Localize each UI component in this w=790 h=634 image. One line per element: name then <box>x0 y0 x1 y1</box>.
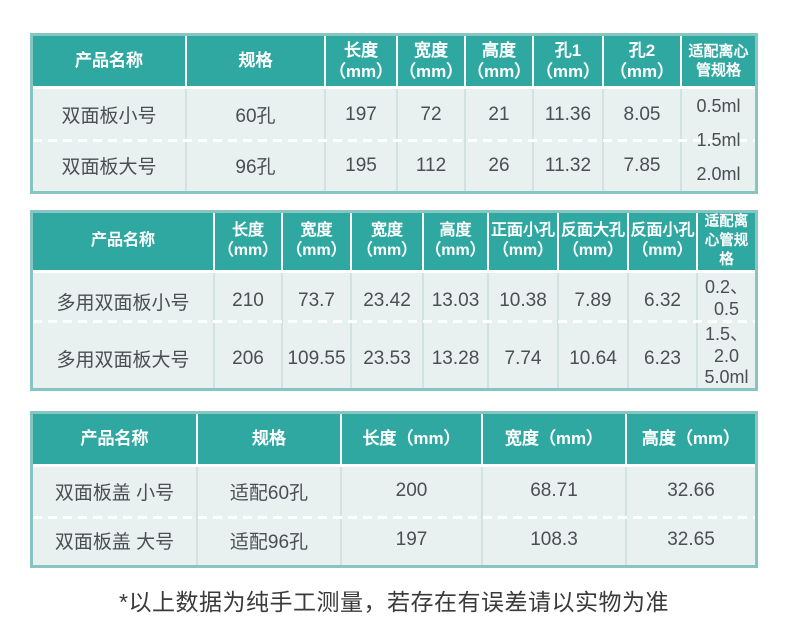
data-cell: 双面板盖 小号 <box>33 465 197 516</box>
data-cell: 双面板盖 大号 <box>33 515 197 565</box>
data-cell: 197 <box>324 87 397 140</box>
header-cell-height: 高度（mm） <box>422 213 488 273</box>
header-cell-height: 高度（mm） <box>464 36 533 89</box>
tube-size-cell: 0.2、0.5 1.5、2.0 5.0ml <box>696 271 755 388</box>
table: 产品名称 规格 长度（mm） 宽度（mm） 高度（mm） 双面板盖 小号 适配6… <box>33 413 755 565</box>
header-cell-spec: 规格 <box>196 413 341 467</box>
header-cell-product-name: 产品名称 <box>33 36 186 89</box>
row-divider-dashed <box>33 515 755 519</box>
data-cell: 13.28 <box>422 330 488 388</box>
measurement-disclaimer: *以上数据为纯手工测量，若存在有误差请以实物为准 <box>119 588 669 615</box>
header-cell-length: 长度（mm） <box>324 36 397 89</box>
data-cell: 112 <box>396 140 465 191</box>
header-row: 产品名称 长度 （mm） 宽度 （mm） 宽度 （mm） 高度 （mm） 正面小孔 （mm… <box>33 213 755 273</box>
data-cell: 双面板小号 <box>33 87 186 140</box>
table-row: 双面板小号 60孔 197 72 21 11.36 8.05 0.5ml 1.5… <box>33 87 755 191</box>
data-cell: 7.74 <box>487 330 558 388</box>
data-cell: 200 <box>340 465 482 516</box>
header-cell-product-name: 产品名称 <box>33 413 197 467</box>
header-row: 产品名称 规格 长度（mm） 宽度（mm） 高度（mm） <box>33 413 755 467</box>
header-row: 产品名称 规格 长度 （mm） 宽度 （mm） 高度 （mm） 孔1 （mm） 孔2 （m… <box>33 36 755 89</box>
tube-size-cell: 0.5ml 1.5ml 2.0ml <box>680 87 755 191</box>
data-cell: 多用双面板大号 <box>33 330 214 388</box>
data-cell: 197 <box>340 515 482 565</box>
table-row: 双面板大号 96孔 195 112 26 11.32 7.85 <box>33 140 755 191</box>
data-cell: 68.71 <box>481 465 626 516</box>
data-cell: 11.36 <box>532 87 603 140</box>
data-cell: 195 <box>324 140 397 191</box>
data-cell: 96孔 <box>185 140 325 191</box>
table-row: 多用双面板大号 206 109.55 23.53 13.28 7.74 10.6… <box>33 330 755 388</box>
header-cell-front-small-hole: 正面小孔 （mm） <box>487 213 558 273</box>
data-cell: 32.66 <box>625 465 755 516</box>
header-cell-tube-size: 适配离心管规格 <box>696 213 755 273</box>
row-divider-dashed <box>33 320 755 323</box>
header-cell-width: 宽度（mm） <box>396 36 465 89</box>
data-cell: 双面板大号 <box>33 140 186 191</box>
data-cell: 108.3 <box>481 515 626 565</box>
spec-table-double-sided-rack: 产品名称 规格 长度 （mm） 宽度 （mm） 高度 （mm） 孔1 （mm） 孔2 （m… <box>30 33 758 194</box>
data-cell: 11.32 <box>532 140 603 191</box>
data-cell: 适配96孔 <box>196 515 341 565</box>
spec-table-rack-lid: 产品名称 规格 长度（mm） 宽度（mm） 高度（mm） 双面板盖 小号 适配6… <box>30 410 758 568</box>
data-cell: 60孔 <box>185 87 325 140</box>
table-row: 双面板盖 小号 适配60孔 200 68.71 32.66 <box>33 465 755 516</box>
header-cell-width-2: 宽度 （mm） <box>350 213 423 273</box>
header-cell-back-large-hole: 反面大孔 （mm） <box>557 213 628 273</box>
header-cell-width: 宽度（mm） <box>281 213 351 273</box>
data-cell: 7.85 <box>602 140 681 191</box>
header-cell-width: 宽度（mm） <box>481 413 626 467</box>
header-cell-hole2: 孔2 （mm） <box>602 36 681 89</box>
data-cell: 32.65 <box>625 515 755 565</box>
data-cell: 适配60孔 <box>196 465 341 516</box>
data-cell: 72 <box>396 87 465 140</box>
spec-table-multi-use-rack: 产品名称 长度 （mm） 宽度 （mm） 宽度 （mm） 高度 （mm） 正面小孔 （mm… <box>30 210 758 391</box>
table-row: 双面板盖 大号 适配96孔 197 108.3 32.65 <box>33 515 755 565</box>
table: 产品名称 长度 （mm） 宽度 （mm） 宽度 （mm） 高度 （mm） 正面小孔 （mm… <box>33 213 755 388</box>
table-row: 多用双面板小号 210 73.7 23.42 13.03 10.38 7.89 … <box>33 271 755 388</box>
header-cell-product-name: 产品名称 <box>33 213 214 273</box>
data-cell: 21 <box>464 87 533 140</box>
header-cell-length: 长度（mm） <box>213 213 282 273</box>
data-cell: 206 <box>213 330 282 388</box>
header-cell-height: 高度（mm） <box>625 413 755 467</box>
row-divider-dashed <box>33 139 755 142</box>
header-cell-back-small-hole: 反面小孔 （mm） <box>627 213 697 273</box>
header-cell-length: 长度（mm） <box>340 413 482 467</box>
header-cell-spec: 规格 <box>185 36 325 89</box>
data-cell: 6.23 <box>627 330 697 388</box>
data-cell: 10.64 <box>557 330 628 388</box>
data-cell: 26 <box>464 140 533 191</box>
data-cell: 23.53 <box>350 330 423 388</box>
data-cell: 109.55 <box>281 330 351 388</box>
header-cell-tube-size: 适配离心管规格 <box>680 36 755 89</box>
table: 产品名称 规格 长度 （mm） 宽度 （mm） 高度 （mm） 孔1 （mm） 孔2 （m… <box>33 36 755 191</box>
header-cell-hole1: 孔1 （mm） <box>532 36 603 89</box>
data-cell: 8.05 <box>602 87 681 140</box>
